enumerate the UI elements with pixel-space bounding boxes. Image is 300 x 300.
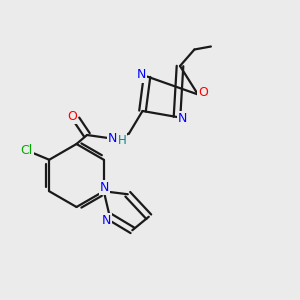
Text: O: O [199,86,208,100]
Text: N: N [102,214,112,227]
Text: N: N [137,68,146,82]
Text: N: N [100,181,109,194]
Text: N: N [108,131,117,145]
Text: N: N [178,112,187,125]
Text: Cl: Cl [21,144,33,157]
Text: H: H [118,134,127,147]
Text: O: O [67,110,76,123]
